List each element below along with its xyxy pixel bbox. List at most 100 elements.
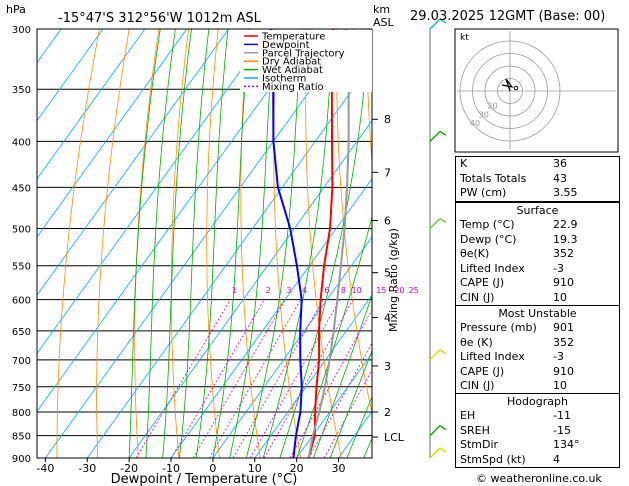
km-tick-label: 2 <box>384 406 391 419</box>
hodograph-ring-label: 20 <box>487 102 497 111</box>
wind-barb-flag <box>439 18 447 24</box>
stat-row: PW (cm) 3.55 <box>460 186 578 200</box>
stat-row: CAPE (J) 910 <box>460 364 574 378</box>
mixing-ratio-label: 2 <box>266 286 271 295</box>
wet-adiabat-line <box>195 29 229 458</box>
km-tick-label: 3 <box>384 360 391 373</box>
isotherm-line <box>212 236 372 458</box>
stat-row: Temp (°C) 22.9 <box>460 218 578 231</box>
stat-row: K 36 <box>460 157 567 170</box>
surface-title: Surface <box>516 204 559 217</box>
stat-row: CAPE (J) 910 <box>460 276 574 290</box>
wet-adiabat-line <box>296 215 372 458</box>
pressure-tick-label: 450 <box>12 183 31 194</box>
pressure-tick-label: 350 <box>12 85 31 96</box>
pressure-tick-label: 600 <box>12 296 31 307</box>
stat-row: CIN (J) 10 <box>460 290 567 304</box>
asl-label: ASL <box>373 16 395 29</box>
dry-adiabat-line <box>273 29 302 458</box>
wind-barb <box>429 349 441 361</box>
legend-box <box>240 30 372 92</box>
mixing-ratio-label: 10 <box>352 286 362 295</box>
axes: 300350400450500550600650700750800850900-… <box>12 25 405 475</box>
isotherm-line <box>254 294 372 458</box>
series-line <box>307 29 335 458</box>
x-tick-label: -30 <box>78 462 96 475</box>
km-tick-label: 8 <box>384 113 391 126</box>
wet-adiabat-line <box>179 29 210 458</box>
pressure-tick-label: 500 <box>12 224 31 235</box>
x-tick-label: -10 <box>162 462 180 475</box>
wet-adiabat-line <box>329 349 372 458</box>
wind-barb <box>429 130 441 142</box>
legend-label: Temperature <box>261 32 325 43</box>
x-tick-label: 20 <box>290 462 304 475</box>
plot-frame <box>36 28 373 459</box>
hodograph-trace <box>501 78 514 92</box>
km-tick-label: LCL <box>384 431 405 444</box>
mixing-ratio-label: 25 <box>409 286 419 295</box>
x-tick-label: 0 <box>209 462 216 475</box>
mixing-ratio-labels: 1 2 3 4 6 8 10 15 20 25 <box>232 286 419 295</box>
wind-barb <box>429 425 441 437</box>
copyright: © weatheronline.co.uk <box>476 472 602 485</box>
wind-barb <box>429 447 441 459</box>
stat-row: EH -11 <box>460 409 571 422</box>
mixing-ratio-label: 4 <box>302 286 307 295</box>
mixing-ratio-label: 20 <box>394 286 404 295</box>
stat-row: Totals Totals 43 <box>460 171 567 185</box>
series-lines <box>269 29 350 458</box>
legend-label: Wet Adiabat <box>262 65 323 76</box>
x-axis-label: Dewpoint / Temperature (°C) <box>111 472 298 486</box>
x-tick-label: 10 <box>248 462 262 475</box>
mixing-ratio-axis-label: Mixing Ratio (g/kg) <box>387 228 400 332</box>
km-tick-label: 6 <box>384 215 391 228</box>
mixing-ratio-line <box>209 299 301 458</box>
dry-adiabat-line <box>56 29 100 458</box>
km-tick-label: 4 <box>384 311 391 324</box>
x-tick-label: -40 <box>36 462 54 475</box>
hodograph-title: Hodograph <box>507 395 568 408</box>
location-title: -15°47'S 312°56'W 1012m ASL <box>58 11 262 26</box>
wet-adiabat-line <box>212 29 250 458</box>
wet-adiabat-line <box>246 29 302 458</box>
stat-row: StmDir 134° <box>460 438 580 452</box>
mixing-ratio-line <box>170 299 265 458</box>
indices-table: K 36 Totals Totals 43 PW (cm) 3.55 <box>455 156 620 202</box>
background-lines <box>37 29 372 458</box>
wind-barb-flag <box>439 217 447 224</box>
most-unstable-table: Most Unstable Pressure (mb) 901 θe (K) 352… <box>455 305 620 395</box>
mixing-ratio-label: 3 <box>287 286 292 295</box>
pressure-tick-label: 650 <box>12 327 31 338</box>
stat-row: θe(K) 352 <box>460 247 574 261</box>
stat-row: StmSpd (kt) 4 <box>460 452 560 466</box>
legend-label: Isotherm <box>262 74 306 85</box>
pressure-tick-label: 400 <box>12 137 31 148</box>
mixing-ratio-line <box>192 299 286 458</box>
wet-adiabat-line <box>279 29 370 458</box>
pressure-tick-label: 700 <box>12 356 31 367</box>
hodograph-ring-label: 40 <box>470 119 480 128</box>
x-tick-label: 30 <box>332 462 346 475</box>
mixing-ratio-label: 1 <box>232 286 237 295</box>
km-tick-label: 5 <box>384 267 391 280</box>
isotherm-line <box>37 29 313 413</box>
wind-barbs <box>429 18 447 459</box>
dry-adiabat-line <box>171 29 189 458</box>
dry-adiabat-line <box>206 29 220 458</box>
wind-barb <box>429 217 441 229</box>
most-unstable-title: Most Unstable <box>498 307 577 320</box>
isotherm-line <box>45 29 355 458</box>
legend-label: Mixing Ratio <box>262 82 324 93</box>
wet-adiabat-line <box>162 29 192 458</box>
dry-adiabat-line <box>305 29 342 458</box>
pressure-tick-label: 900 <box>12 454 31 465</box>
wind-barb <box>429 18 441 30</box>
series-line <box>307 29 350 458</box>
surface-table: Surface Temp (°C) 22.9 Dewp (°C) 19.3 θe(K… <box>455 202 620 307</box>
isotherm-line <box>170 178 372 458</box>
mixing-ratio-label: 15 <box>376 286 386 295</box>
stat-row: θe (K) 352 <box>460 335 574 349</box>
wet-adiabat-line <box>145 29 176 458</box>
